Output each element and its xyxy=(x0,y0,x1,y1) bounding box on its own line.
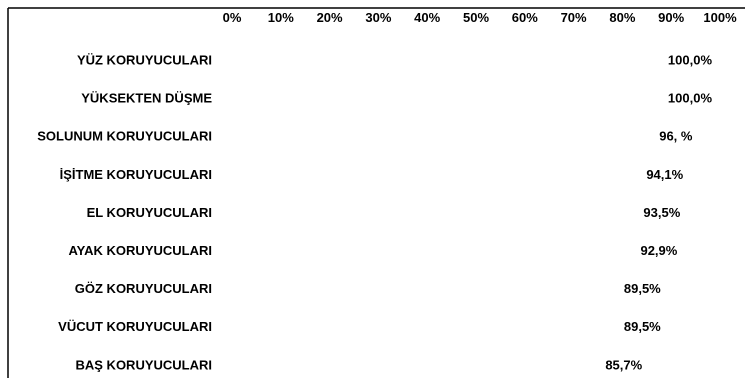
category-label: EL KORUYUCULARI xyxy=(87,205,212,220)
bar xyxy=(232,315,669,339)
x-tick-label: 90% xyxy=(658,10,684,25)
bar xyxy=(232,48,720,72)
data-label: 94,1% xyxy=(646,167,683,182)
data-label: 89,5% xyxy=(624,281,661,296)
bar xyxy=(232,239,685,263)
bar xyxy=(232,162,691,186)
x-tick-label: 60% xyxy=(512,10,538,25)
x-tick-label: 40% xyxy=(414,10,440,25)
data-label: 100,0% xyxy=(668,53,713,68)
bar xyxy=(232,86,720,110)
category-label: YÜKSEKTEN DÜŞME xyxy=(81,91,212,106)
x-tick-label: 100% xyxy=(703,10,737,25)
data-label: 100,0% xyxy=(668,91,713,106)
data-label: 89,5% xyxy=(624,319,661,334)
category-label: İŞİTME KORUYUCULARI xyxy=(60,167,212,182)
x-tick-label: 20% xyxy=(317,10,343,25)
bar xyxy=(232,277,669,301)
data-label: 92,9% xyxy=(640,243,677,258)
data-label: 85,7% xyxy=(605,357,642,372)
x-tick-label: 30% xyxy=(365,10,391,25)
x-tick-label: 0% xyxy=(223,10,242,25)
category-label: YÜZ KORUYUCULARI xyxy=(77,53,212,68)
x-tick-label: 50% xyxy=(463,10,489,25)
category-labels: YÜZ KORUYUCULARI YÜKSEKTEN DÜŞME SOLUNUM K… xyxy=(37,53,212,373)
category-label: AYAK KORUYUCULARI xyxy=(68,243,212,258)
category-label: BAŞ KORUYUCULARI xyxy=(76,357,213,372)
bar xyxy=(232,200,688,224)
x-tick-label: 80% xyxy=(609,10,635,25)
x-axis-ticks: 0% 10% 20% 30% 40% 50% 60% 70% 80% 90% 100% xyxy=(223,10,737,25)
x-tick-label: 70% xyxy=(561,10,587,25)
category-label: GÖZ KORUYUCULARI xyxy=(75,281,212,296)
x-tick-label: 10% xyxy=(268,10,294,25)
bar xyxy=(232,353,650,377)
category-label: SOLUNUM KORUYUCULARI xyxy=(37,129,212,144)
data-label: 93,5% xyxy=(643,205,680,220)
bar xyxy=(232,124,700,148)
category-label: VÜCUT KORUYUCULARI xyxy=(58,319,212,334)
data-label: 96, % xyxy=(659,129,693,144)
